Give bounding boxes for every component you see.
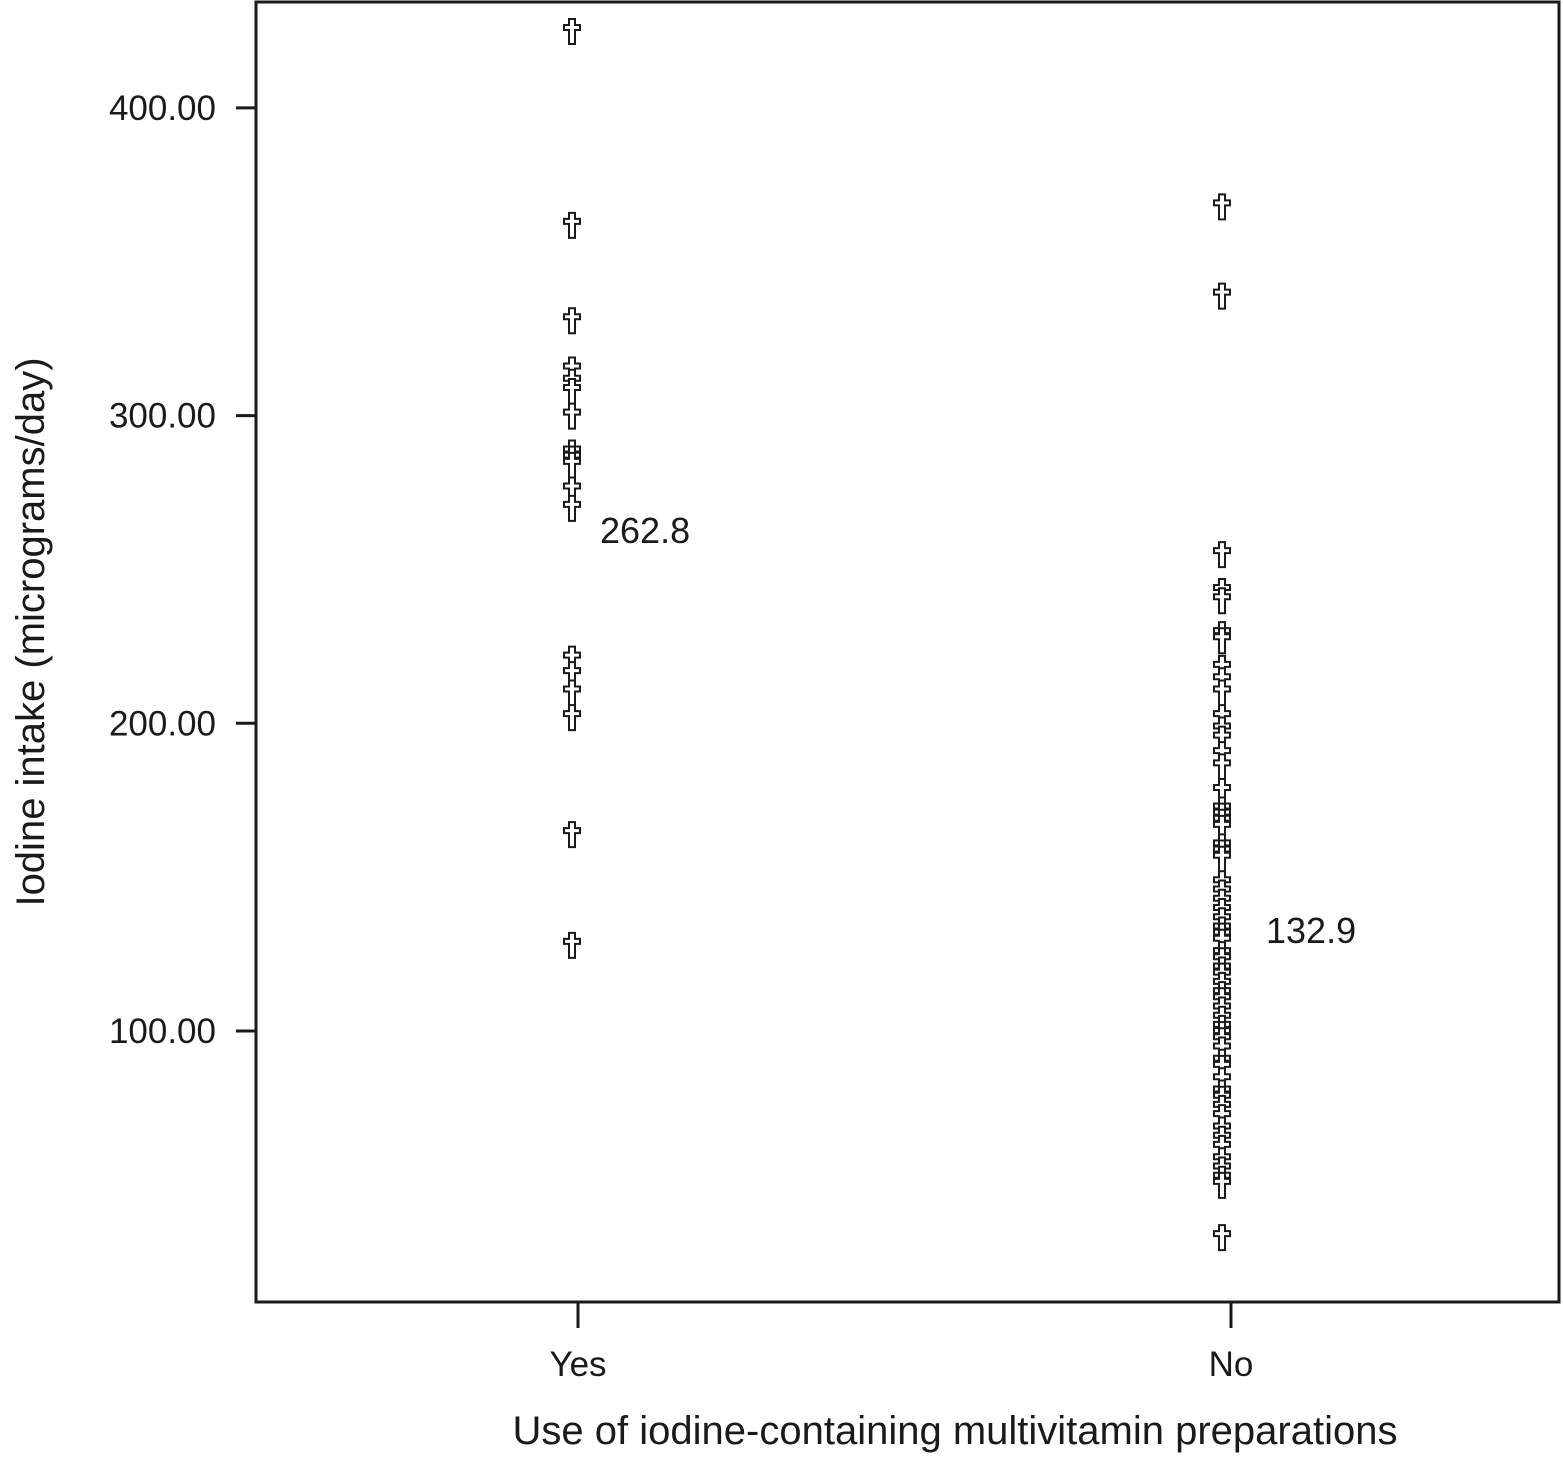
data-point-yes [563,494,581,522]
data-point-no [1213,679,1231,707]
plot-frame [254,0,1561,1304]
data-point-no [1213,627,1231,655]
x-axis: Yes No [549,1302,1253,1384]
data-point-no [1213,587,1231,615]
x-tick-label-yes: Yes [549,1345,606,1384]
data-point-yes [563,211,581,239]
data-point-no [1213,1171,1231,1199]
y-tick-label: 300.00 [109,397,216,436]
data-point-no [1213,193,1231,221]
annotation-no: 132.9 [1266,910,1356,951]
data-point-yes [563,704,581,732]
y-axis-title: Iodine intake (micrograms/day) [9,357,53,906]
y-axis: 100.00 200.00 300.00 400.00 [109,89,256,1051]
x-tick-label-no: No [1209,1345,1254,1384]
data-point-yes [563,679,581,707]
data-point-yes [563,377,581,405]
data-point-no [1213,1224,1231,1252]
data-point-no [1213,753,1231,781]
y-tick-label: 100.00 [109,1012,216,1051]
y-tick-label: 400.00 [109,89,216,128]
data-point-yes [563,402,581,430]
data-point-no [1213,282,1231,310]
data-points [563,17,1231,1252]
x-axis-title: Use of iodine-containing multivitamin pr… [513,1409,1398,1453]
data-point-no [1213,541,1231,569]
y-tick-label: 200.00 [109,704,216,743]
data-point-yes [563,307,581,335]
data-point-yes [563,821,581,849]
data-point-yes [563,17,581,45]
annotations: 262.8 132.9 [600,510,1356,951]
annotation-yes: 262.8 [600,510,690,551]
data-point-yes [563,931,581,959]
